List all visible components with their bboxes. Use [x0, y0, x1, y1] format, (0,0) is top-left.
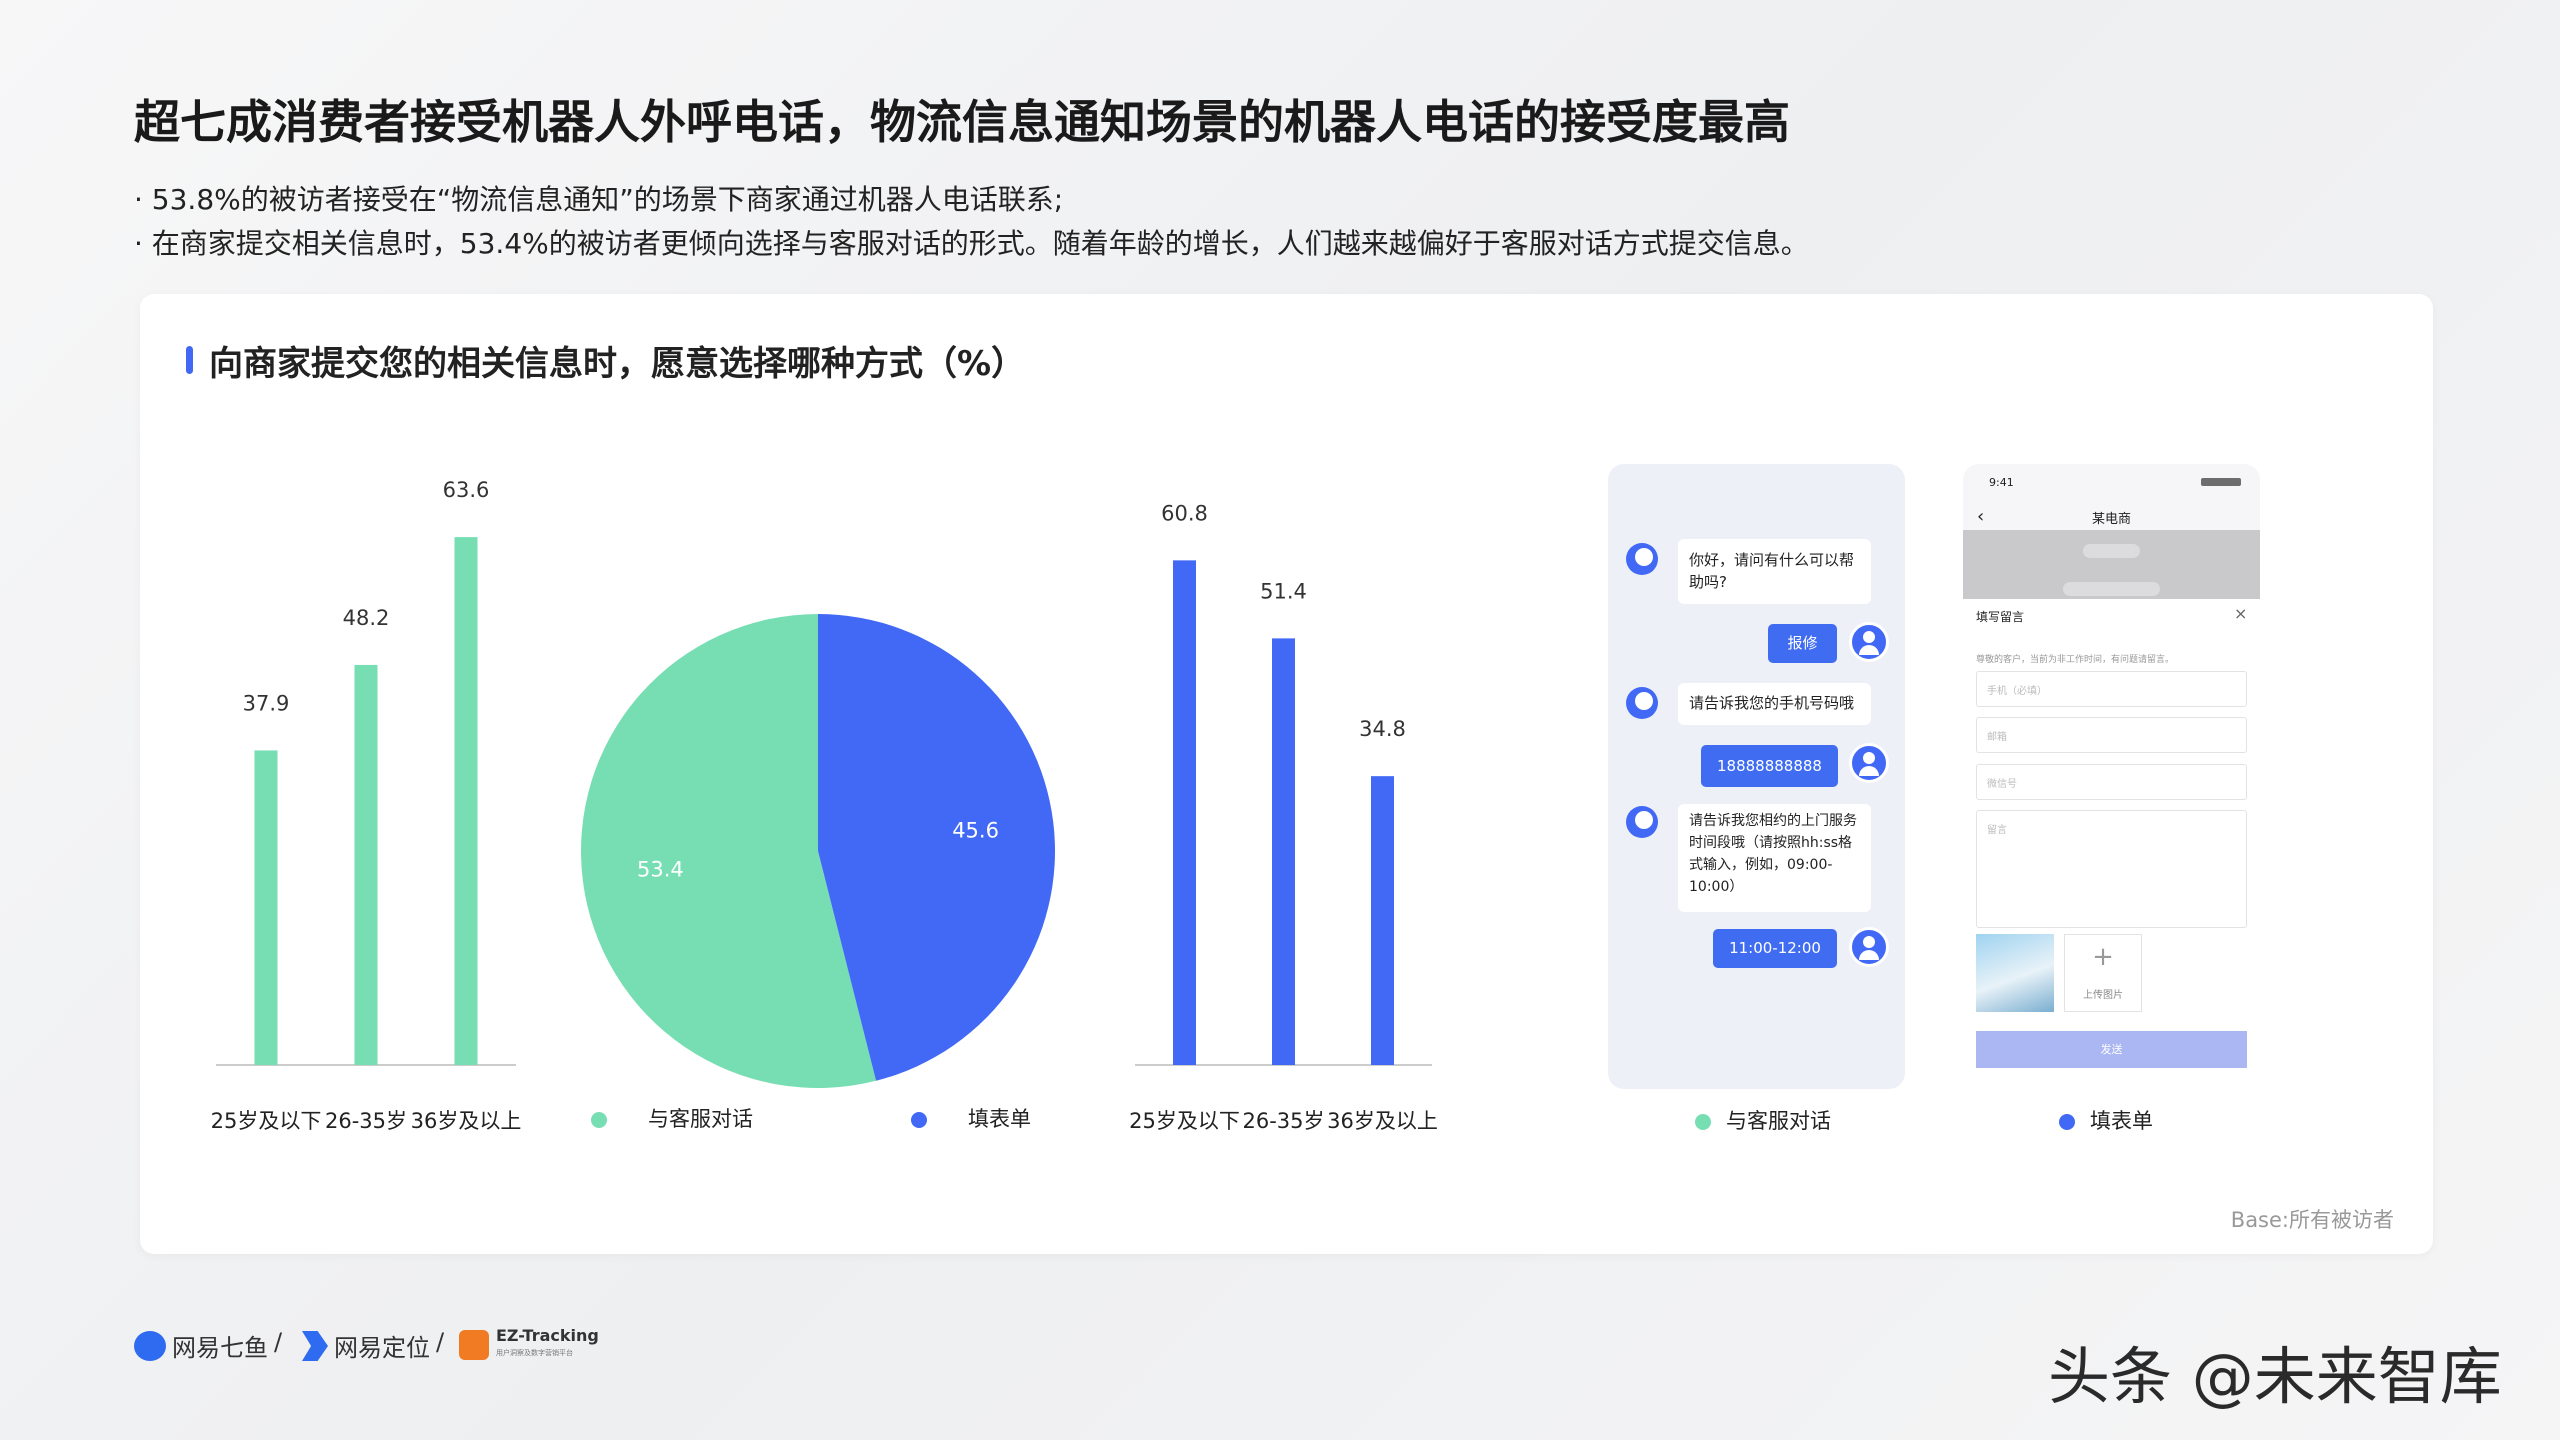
status-time: 9:41	[1989, 476, 2014, 489]
data-label: 37.9	[243, 691, 290, 715]
bullet: · 53.8%的被访者接受在“物流信息通知”的场景下商家通过机器人电话联系;	[134, 183, 1064, 216]
back-icon: ‹	[1977, 506, 1985, 527]
upload-box	[2064, 934, 2142, 1012]
legend-label: 与客服对话	[1726, 1109, 1831, 1133]
plus-icon: +	[2092, 942, 2114, 972]
image-thumb	[1976, 934, 2054, 1012]
bullet: · 在商家提交相关信息时，53.4%的被访者更倾向选择与客服对话的形式。随着年龄…	[134, 227, 1809, 260]
watermark: 头条 @未来智库	[2048, 1340, 2502, 1413]
brand: 网易七鱼	[172, 1334, 268, 1362]
input-field: 留言	[1976, 810, 2247, 928]
data-label: 51.4	[1260, 579, 1307, 603]
base-note: Base:所有被访者	[2230, 1208, 2394, 1232]
user-avatar	[1849, 927, 1889, 967]
bar	[1272, 638, 1295, 1065]
data-label: 53.4	[637, 858, 684, 882]
user-avatar	[1849, 743, 1889, 783]
panel-title: 向商家提交您的相关信息时，愿意选择哪种方式（%）	[209, 344, 1026, 384]
data-label: 48.2	[343, 606, 390, 630]
data-label: 34.8	[1359, 717, 1406, 741]
bot-avatar	[1626, 543, 1658, 575]
submit-button: 发送	[1976, 1031, 2247, 1068]
bar	[354, 664, 378, 1065]
form-title: 填写留言	[1976, 610, 2025, 624]
form-mockup: 9:41 ‹ 某电商 填写留言 × 尊敬的客户，当前为非工作时间，有问题请留言。…	[1963, 464, 2260, 1089]
close-icon: ×	[2234, 604, 2248, 623]
data-label: 45.6	[952, 818, 999, 842]
bot-message: 请告诉我您的手机号码哦	[1678, 683, 1871, 725]
legend-marker	[1695, 1114, 1711, 1130]
bot-avatar	[1626, 687, 1658, 719]
bot-message: 你好，请问有什么可以帮助吗?	[1678, 539, 1871, 604]
status-icons	[2201, 478, 2241, 486]
legend-label: 填表单	[2090, 1109, 2153, 1133]
separator: /	[436, 1328, 445, 1356]
chat-mockup: 你好，请问有什么可以帮助吗? 报修 请告诉我您的手机号码哦 1888888888…	[1608, 464, 1905, 1089]
data-label: 60.8	[1161, 501, 1208, 525]
bar	[1173, 560, 1196, 1065]
legend-marker	[591, 1112, 607, 1128]
brand-subtitle: 用户洞察及数字营销平台	[496, 1349, 573, 1357]
user-message: 报修	[1768, 624, 1837, 663]
upload-label: 上传图片	[2083, 990, 2123, 1001]
pie-slice	[581, 614, 877, 1088]
bar	[254, 750, 278, 1065]
bot-message: 请告诉我您相约的上门服务时间段哦（请按照hh:ss格式输入，例如，09:00-1…	[1678, 804, 1871, 912]
legend-marker	[911, 1112, 927, 1128]
user-message: 18888888888	[1701, 745, 1838, 787]
input-field: 手机（必填）	[1976, 671, 2247, 707]
legend-label: 填表单	[968, 1107, 1031, 1131]
blur-pill	[2063, 582, 2160, 596]
input-field: 微信号	[1976, 764, 2247, 800]
bar	[1371, 776, 1394, 1065]
brand-icon	[459, 1330, 489, 1360]
x-tick-label: 25岁及以下	[211, 1109, 322, 1133]
x-tick-label: 25岁及以下	[1129, 1109, 1240, 1133]
brand-icon	[134, 1331, 166, 1361]
x-tick-label: 36岁及以上	[1327, 1109, 1438, 1133]
x-tick-label: 26-35岁	[1242, 1109, 1324, 1133]
separator: /	[274, 1328, 283, 1356]
user-message: 11:00-12:00	[1713, 929, 1837, 968]
pie-slice	[818, 614, 1056, 1081]
input-field: 邮箱	[1976, 717, 2247, 753]
shop-name: 某电商	[2091, 512, 2131, 527]
x-tick-label: 26-35岁	[325, 1109, 407, 1133]
legend-label: 与客服对话	[648, 1107, 753, 1131]
data-label: 63.6	[443, 478, 490, 502]
brand: EZ-Tracking	[496, 1326, 599, 1345]
bot-avatar	[1626, 806, 1658, 838]
blur-pill	[2083, 544, 2140, 558]
bar	[454, 537, 478, 1065]
x-tick-label: 36岁及以上	[411, 1109, 522, 1133]
user-avatar	[1849, 622, 1889, 662]
title-accent	[186, 346, 193, 374]
form-notice: 尊敬的客户，当前为非工作时间，有问题请留言。	[1976, 655, 2175, 665]
legend-marker	[2059, 1114, 2075, 1130]
slide-title: 超七成消费者接受机器人外呼电话，物流信息通知场景的机器人电话的接受度最高	[134, 95, 1790, 149]
brand: 网易定位	[334, 1334, 430, 1362]
